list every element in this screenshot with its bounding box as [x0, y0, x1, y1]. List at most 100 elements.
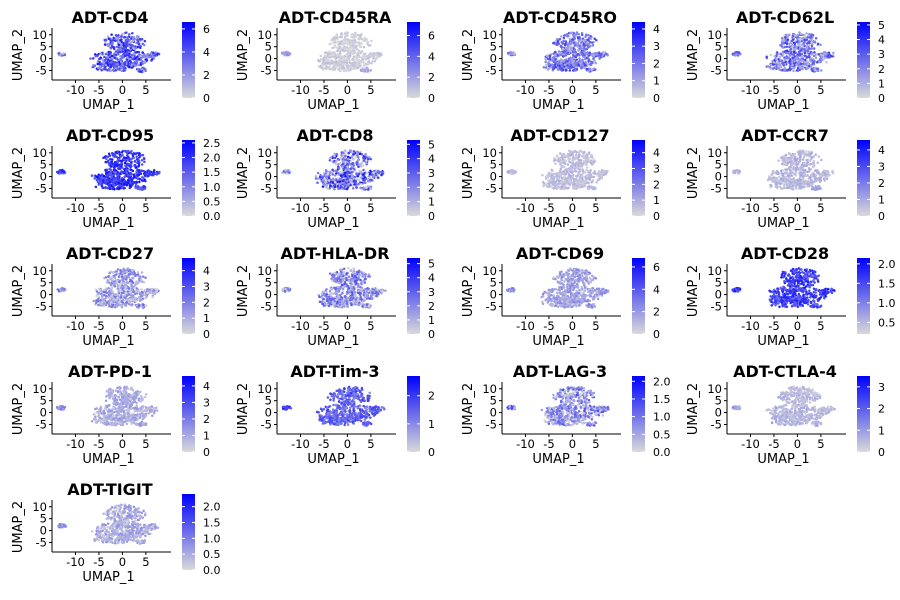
cell-point: [510, 51, 513, 54]
cell-point: [811, 33, 815, 37]
plot-title: ADT-CD8: [296, 126, 373, 145]
cell-point: [793, 46, 796, 49]
cell-point: [806, 36, 809, 39]
cell-point: [109, 65, 113, 69]
cell-point: [559, 58, 563, 61]
cell-point: [596, 178, 599, 182]
cell-point: [347, 157, 350, 161]
cell-point: [778, 55, 782, 59]
cell-point: [349, 183, 352, 187]
cell-point: [99, 182, 102, 186]
cell-point: [576, 61, 579, 65]
cell-point: [367, 174, 371, 178]
cell-point: [569, 165, 573, 168]
cell-point: [571, 69, 575, 72]
colorbar-tick-label: 4: [428, 50, 435, 63]
cell-point: [774, 57, 777, 61]
cell-point: [115, 57, 118, 60]
cell-point: [148, 172, 151, 176]
cell-point: [552, 41, 556, 45]
cell-point: [136, 185, 139, 189]
cell-point: [577, 171, 581, 175]
cell-point: [348, 38, 352, 42]
cell-point: [130, 63, 134, 67]
cell-point: [287, 51, 290, 55]
cell-point: [808, 168, 811, 171]
cell-point: [581, 53, 585, 57]
cell-point: [548, 67, 551, 70]
feature-panel: ADT-CD45RO 10 5 0 -5 -10 -5 0 5 UMAP_1 UMAP_2 4 3 2 1 0: [450, 0, 675, 118]
cell-point: [564, 41, 568, 44]
cell-point: [114, 177, 118, 181]
colorbar: [182, 140, 195, 216]
cell-point: [772, 63, 776, 66]
cell-point: [600, 53, 603, 56]
cell-point: [124, 159, 128, 163]
cell-point: [135, 180, 138, 184]
cell-point: [588, 44, 591, 47]
cell-point: [372, 54, 376, 58]
cell-point: [135, 158, 139, 161]
cell-point: [786, 172, 790, 175]
cell-point: [547, 171, 551, 175]
cell-point: [552, 187, 556, 190]
cell-point: [341, 63, 345, 66]
cell-point: [344, 47, 347, 50]
cell-point: [130, 179, 134, 182]
cell-point: [373, 173, 376, 177]
cell-point: [562, 165, 566, 169]
x-axis-label: UMAP_1: [82, 216, 134, 231]
cell-point: [356, 174, 360, 178]
cell-point: [563, 175, 566, 178]
x-tick-label: -5: [93, 201, 104, 215]
cell-point: [327, 177, 331, 180]
cell-point: [334, 172, 338, 175]
cell-point: [335, 56, 338, 60]
cell-point: [808, 52, 811, 56]
cell-point: [107, 183, 111, 187]
cell-point: [351, 57, 355, 61]
cell-point: [332, 41, 335, 45]
cell-point: [581, 59, 584, 63]
cell-point: [336, 53, 340, 57]
cell-point: [120, 170, 123, 173]
cell-point: [135, 171, 139, 175]
cell-point: [136, 41, 139, 44]
cell-point: [125, 184, 129, 187]
cell-point: [139, 61, 142, 65]
feature-panel: ADT-CD4 10 5 0 -5 -10 -5 0 5 UMAP_1 UMAP_2 6 4 2 0: [0, 0, 225, 118]
cell-point: [103, 65, 106, 68]
cell-point: [551, 65, 555, 69]
cell-point: [375, 56, 379, 59]
cell-point: [786, 38, 790, 42]
cell-point: [130, 149, 133, 153]
cell-point: [806, 161, 809, 164]
cell-point: [120, 32, 124, 36]
cell-point: [137, 161, 141, 165]
cell-point: [287, 170, 290, 174]
cell-point: [361, 164, 365, 167]
cell-point: [581, 63, 584, 66]
cell-point: [333, 68, 337, 71]
cell-point: [106, 35, 110, 38]
cell-point: [562, 161, 565, 165]
cell-point: [584, 35, 587, 39]
plot-title: ADT-CD45RO: [503, 8, 617, 27]
cell-point: [131, 31, 134, 35]
cell-point: [340, 40, 343, 43]
cell-point: [605, 171, 608, 174]
cell-point: [571, 66, 574, 69]
cell-point: [824, 52, 828, 55]
cell-point: [356, 53, 360, 57]
colorbar-tick-label: 2: [428, 181, 435, 194]
cell-point: [777, 58, 780, 61]
cell-point: [108, 172, 111, 176]
cell-point: [561, 55, 565, 58]
cell-point: [552, 52, 556, 55]
cell-point: [359, 61, 363, 64]
cell-point: [346, 174, 350, 177]
cell-point: [331, 55, 334, 59]
cell-point: [574, 50, 577, 54]
cell-point: [337, 187, 340, 191]
